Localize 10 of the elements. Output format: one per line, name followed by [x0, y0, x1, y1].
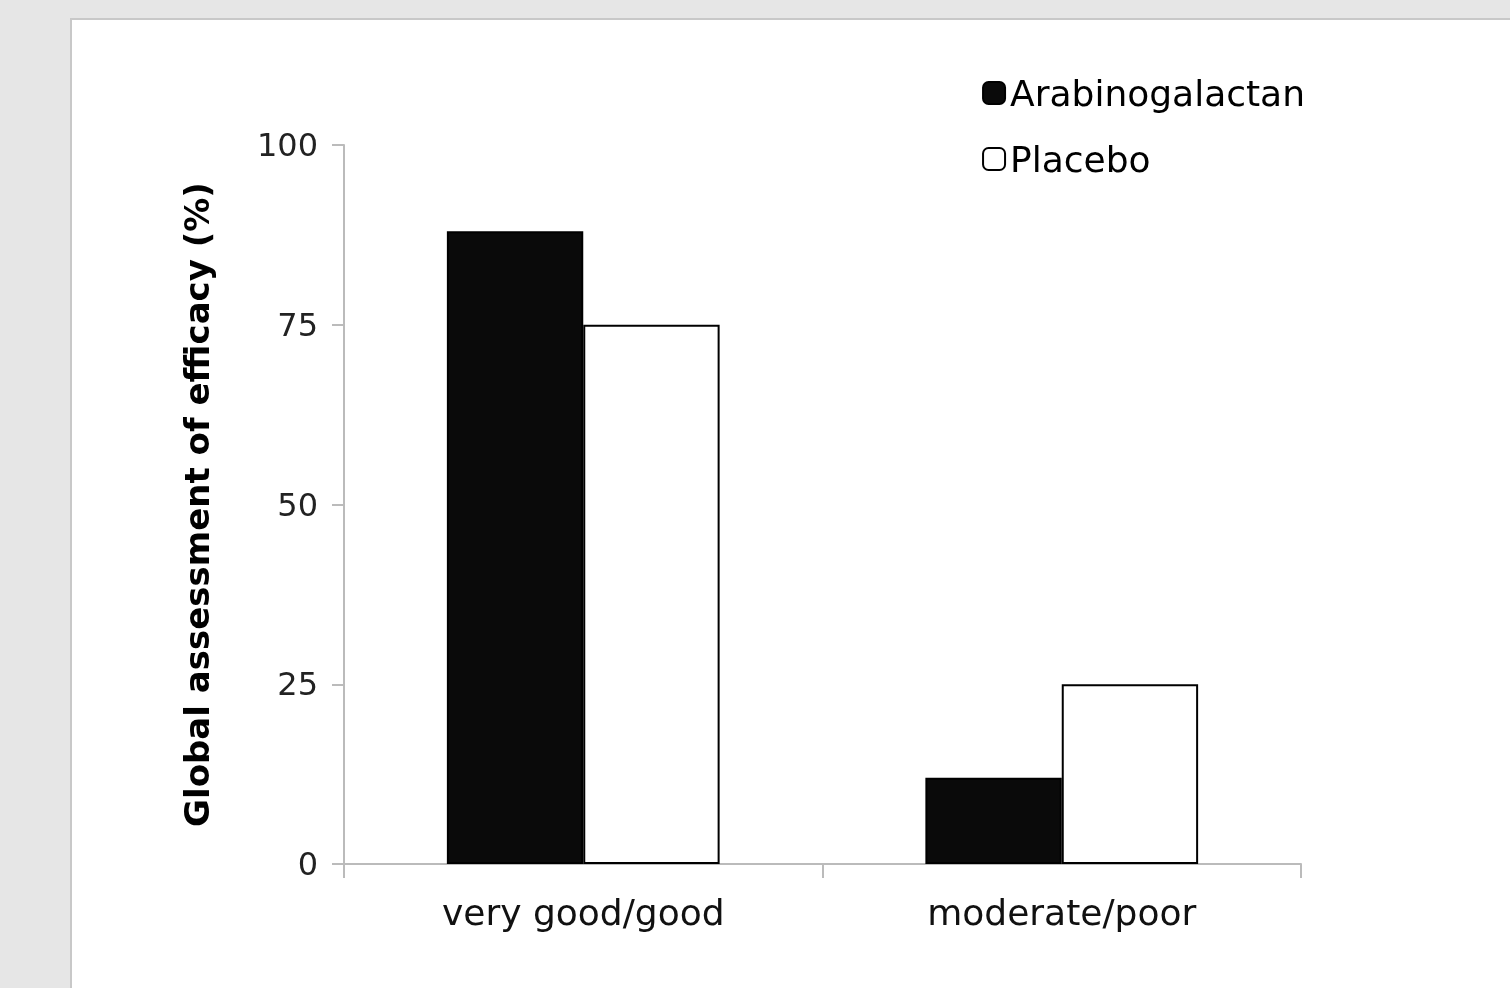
y-axis-title: Global assessment of efficacy (%) — [177, 182, 217, 827]
x-tick-label: very good/good — [441, 891, 725, 933]
y-tick-label: 75 — [277, 305, 318, 344]
y-tick-label: 100 — [256, 126, 318, 164]
y-tick-label: 25 — [277, 665, 318, 704]
legend-label: Arabinogalactan — [1010, 72, 1306, 114]
x-tick-label: moderate/poor — [927, 891, 1197, 933]
legend-label: Placebo — [1010, 138, 1151, 180]
y-tick-label: 50 — [277, 485, 318, 524]
y-tick-label: 0 — [297, 845, 318, 883]
